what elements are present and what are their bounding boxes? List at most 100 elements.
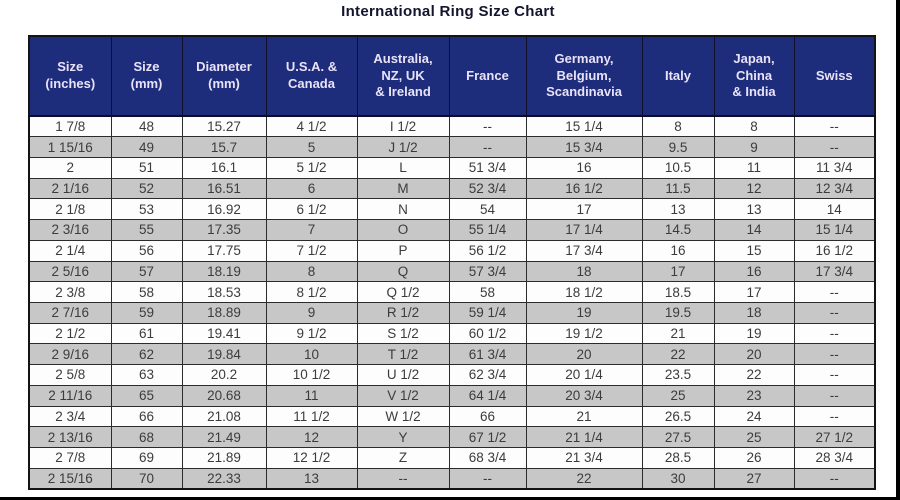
cell: 66 xyxy=(448,405,527,428)
cell: 9.5 xyxy=(641,136,715,158)
cell: 51 3/4 xyxy=(448,156,527,179)
cell: 51 xyxy=(110,156,183,179)
cell: 10.5 xyxy=(641,156,715,179)
table-row: 2 1/8 53 16.92 6 1/2 N 54 17 13 13 14 xyxy=(28,198,876,221)
cell: 61 xyxy=(110,322,183,345)
cell: 15 1/4 xyxy=(793,219,876,241)
cell: Q xyxy=(356,260,450,283)
cell: 13 xyxy=(265,467,358,490)
cell: 16 1/2 xyxy=(793,239,876,262)
cell: 2 15/16 xyxy=(28,467,112,490)
cell: 20.2 xyxy=(181,364,267,386)
cell: 9 1/2 xyxy=(265,322,358,345)
cell: -- xyxy=(448,115,527,138)
cell: 20 1/4 xyxy=(525,364,643,386)
column-header-2: Diameter (mm) xyxy=(181,35,267,117)
cell: 22 xyxy=(713,364,795,386)
cell: 18 xyxy=(713,301,795,324)
table-row: 2 11/16 65 20.68 11 V 1/2 64 1/4 20 3/4 25 23 -- xyxy=(28,384,876,407)
cell: 64 1/4 xyxy=(448,384,527,407)
cell: 2 1/4 xyxy=(28,239,112,262)
cell: 9 xyxy=(713,136,795,158)
table-header-row: Size (inches) Size (mm) Diameter (mm) U.S.A… xyxy=(28,35,876,117)
cell: 8 xyxy=(265,260,358,283)
cell: 2 1/2 xyxy=(28,322,112,345)
cell: 5 1/2 xyxy=(265,156,358,179)
cell: -- xyxy=(793,467,876,490)
cell: -- xyxy=(448,136,527,158)
column-header-5: France xyxy=(448,35,527,117)
cell: 8 xyxy=(641,115,715,138)
cell: J 1/2 xyxy=(356,136,450,158)
cell: 2 3/16 xyxy=(28,219,112,241)
cell: 55 xyxy=(110,219,183,241)
cell: 5 xyxy=(265,136,358,158)
table-row: 2 5/8 63 20.2 10 1/2 U 1/2 62 3/4 20 1/4 23.5 22… xyxy=(28,364,876,386)
cell: 23.5 xyxy=(641,364,715,386)
cell: 20.68 xyxy=(181,384,267,407)
cell: 21.89 xyxy=(181,447,267,469)
cell: 16.51 xyxy=(181,177,267,200)
cell: 62 xyxy=(110,343,183,366)
cell: 61 3/4 xyxy=(448,343,527,366)
cell: 11 1/2 xyxy=(265,405,358,428)
cell: R 1/2 xyxy=(356,301,450,324)
cell: 2 3/4 xyxy=(28,405,112,428)
cell: 11 3/4 xyxy=(793,156,876,179)
cell: V 1/2 xyxy=(356,384,450,407)
cell: 55 1/4 xyxy=(448,219,527,241)
table-row: 2 3/8 58 18.53 8 1/2 Q 1/2 58 18 1/2 18.5 17 -- xyxy=(28,281,876,303)
table-body: 1 7/8 48 15.27 4 1/2 I 1/2 -- 15 1/4 8 8 -- 1 15/1… xyxy=(28,115,876,490)
cell: 19.5 xyxy=(641,301,715,324)
cell: 17 xyxy=(641,260,715,283)
cell: 67 1/2 xyxy=(448,426,527,448)
cell: Z xyxy=(356,447,450,469)
table-row: 1 7/8 48 15.27 4 1/2 I 1/2 -- 15 1/4 8 8 -- xyxy=(28,115,876,138)
cell: 19.41 xyxy=(181,322,267,345)
cell: 57 xyxy=(110,260,183,283)
cell: 2 3/8 xyxy=(28,281,112,303)
cell: -- xyxy=(793,343,876,366)
cell: 19 xyxy=(525,301,643,324)
cell: 2 1/16 xyxy=(28,177,112,200)
cell: 49 xyxy=(110,136,183,158)
cell: 7 xyxy=(265,219,358,241)
cell: 12 1/2 xyxy=(265,447,358,469)
cell: 4 1/2 xyxy=(265,115,358,138)
cell: 1 15/16 xyxy=(28,136,112,158)
cell: 28.5 xyxy=(641,447,715,469)
cell: 16.92 xyxy=(181,198,267,221)
cell: 16 xyxy=(641,239,715,262)
cell: 22.33 xyxy=(181,467,267,490)
column-header-7: Italy xyxy=(641,35,715,117)
cell: -- xyxy=(793,301,876,324)
cell: 23 xyxy=(713,384,795,407)
cell: 20 xyxy=(525,343,643,366)
cell: 27.5 xyxy=(641,426,715,448)
cell: 21 xyxy=(641,322,715,345)
table-row: 2 7/8 69 21.89 12 1/2 Z 68 3/4 21 3/4 28.5 26 28 … xyxy=(28,447,876,469)
cell: 2 1/8 xyxy=(28,198,112,221)
cell: 12 xyxy=(713,177,795,200)
cell: 10 1/2 xyxy=(265,364,358,386)
cell: -- xyxy=(793,136,876,158)
cell: 24 xyxy=(713,405,795,428)
cell: 19 xyxy=(713,322,795,345)
cell: 15.27 xyxy=(181,115,267,138)
cell: 48 xyxy=(110,115,183,138)
cell: 69 xyxy=(110,447,183,469)
cell: 2 11/16 xyxy=(28,384,112,407)
table-row: 2 3/4 66 21.08 11 1/2 W 1/2 66 21 26.5 24 -- xyxy=(28,405,876,428)
cell: 65 xyxy=(110,384,183,407)
cell: 68 3/4 xyxy=(448,447,527,469)
cell: 21 3/4 xyxy=(525,447,643,469)
cell: M xyxy=(356,177,450,200)
cell: -- xyxy=(793,322,876,345)
cell: -- xyxy=(793,281,876,303)
cell: 18.5 xyxy=(641,281,715,303)
cell: 14.5 xyxy=(641,219,715,241)
table-row: 2 5/16 57 18.19 8 Q 57 3/4 18 17 16 17 3/4 xyxy=(28,260,876,283)
cell: 22 xyxy=(641,343,715,366)
cell: 54 xyxy=(448,198,527,221)
cell: 25 xyxy=(713,426,795,448)
